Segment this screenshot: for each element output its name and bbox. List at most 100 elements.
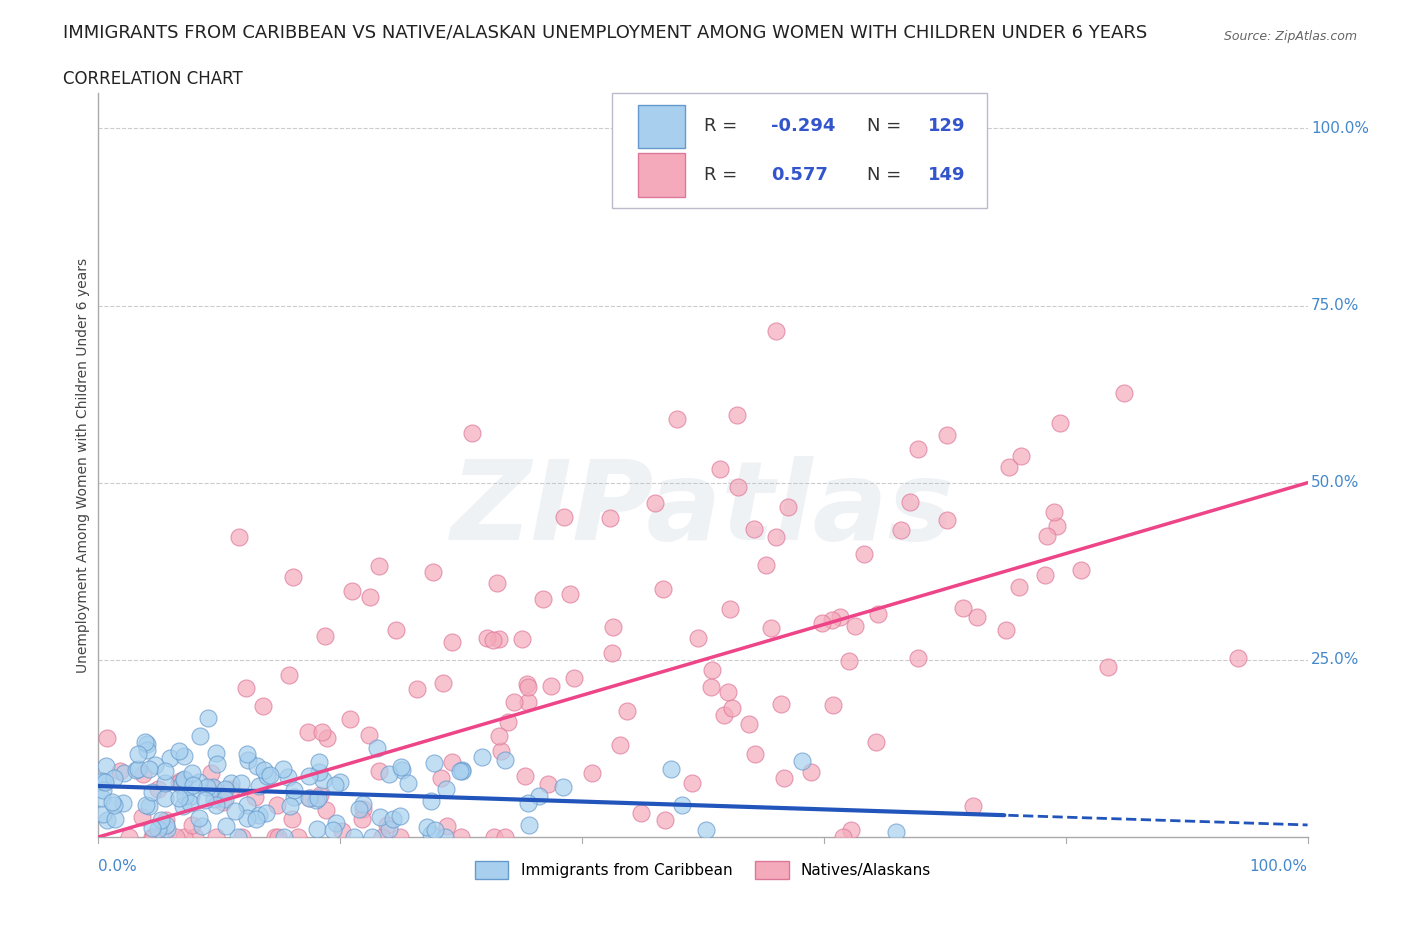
Point bbox=[423, 823, 446, 838]
Point bbox=[776, 499, 799, 514]
Point bbox=[235, 681, 257, 696]
Point bbox=[125, 763, 148, 777]
Point bbox=[419, 826, 441, 841]
Point bbox=[180, 789, 202, 804]
Point bbox=[844, 619, 866, 634]
Point bbox=[311, 772, 333, 787]
Point bbox=[537, 777, 560, 791]
Point bbox=[278, 668, 301, 683]
Point bbox=[315, 802, 337, 817]
Point bbox=[173, 749, 195, 764]
Point bbox=[149, 812, 172, 827]
Point bbox=[96, 758, 118, 773]
Point bbox=[247, 778, 270, 793]
Point bbox=[519, 817, 541, 832]
Point bbox=[187, 811, 209, 826]
Point bbox=[224, 804, 246, 818]
Text: 0.0%: 0.0% bbox=[98, 859, 138, 874]
Point bbox=[142, 830, 165, 844]
Point bbox=[1036, 529, 1059, 544]
Point bbox=[378, 821, 401, 836]
Text: N =: N = bbox=[868, 166, 907, 184]
Point bbox=[273, 830, 295, 844]
Point bbox=[315, 731, 337, 746]
Point bbox=[153, 790, 176, 805]
Point bbox=[287, 830, 309, 844]
Point bbox=[146, 821, 169, 836]
Point bbox=[283, 570, 305, 585]
Point bbox=[229, 776, 252, 790]
Point bbox=[738, 717, 761, 732]
Point bbox=[790, 753, 813, 768]
Point bbox=[482, 632, 505, 647]
Point bbox=[141, 785, 163, 800]
Point bbox=[907, 650, 929, 665]
Point bbox=[396, 776, 419, 790]
Point bbox=[202, 779, 225, 794]
Point bbox=[952, 601, 974, 616]
Point bbox=[384, 622, 406, 637]
Point bbox=[997, 459, 1019, 474]
Text: 50.0%: 50.0% bbox=[1312, 475, 1360, 490]
Point bbox=[531, 592, 554, 607]
Point bbox=[800, 764, 823, 779]
Point bbox=[599, 511, 621, 525]
Point bbox=[510, 631, 533, 646]
Point bbox=[101, 795, 124, 810]
Point bbox=[359, 590, 381, 604]
Point bbox=[491, 743, 513, 758]
Point bbox=[389, 808, 412, 823]
Point bbox=[339, 711, 361, 726]
Point bbox=[560, 587, 582, 602]
Text: 100.0%: 100.0% bbox=[1312, 121, 1369, 136]
Point bbox=[821, 613, 844, 628]
Point bbox=[935, 428, 957, 443]
Point bbox=[378, 766, 401, 781]
Point bbox=[167, 776, 190, 790]
Point bbox=[214, 781, 236, 796]
Point bbox=[423, 756, 446, 771]
Point bbox=[247, 808, 270, 823]
Point bbox=[865, 735, 887, 750]
Point bbox=[187, 774, 209, 789]
Point bbox=[709, 462, 731, 477]
Point bbox=[366, 740, 388, 755]
Point bbox=[1227, 650, 1250, 665]
Point bbox=[765, 324, 787, 339]
Point bbox=[1112, 386, 1135, 401]
Point bbox=[962, 799, 984, 814]
Point bbox=[494, 830, 516, 844]
Point bbox=[436, 818, 458, 833]
Point bbox=[352, 796, 374, 811]
Point bbox=[471, 750, 494, 764]
Point bbox=[440, 634, 463, 649]
Point bbox=[361, 830, 384, 844]
Point bbox=[340, 584, 363, 599]
Point bbox=[283, 790, 305, 804]
Point bbox=[482, 830, 505, 844]
Point bbox=[368, 764, 391, 778]
Point bbox=[581, 765, 603, 780]
Point bbox=[727, 407, 749, 422]
Point bbox=[551, 780, 574, 795]
Point bbox=[330, 824, 353, 839]
Point bbox=[103, 798, 125, 813]
Text: Source: ZipAtlas.com: Source: ZipAtlas.com bbox=[1223, 30, 1357, 43]
Point bbox=[228, 529, 250, 544]
Point bbox=[488, 728, 510, 743]
Point bbox=[197, 711, 219, 725]
Point bbox=[441, 755, 464, 770]
Point bbox=[254, 805, 277, 820]
Point bbox=[686, 631, 709, 645]
Point bbox=[609, 737, 631, 752]
Point bbox=[389, 830, 412, 844]
Point bbox=[298, 769, 321, 784]
Point bbox=[671, 798, 693, 813]
Point bbox=[267, 830, 290, 844]
Point bbox=[91, 807, 114, 822]
Point bbox=[159, 751, 181, 765]
Point bbox=[219, 776, 242, 790]
Point bbox=[118, 830, 141, 844]
Point bbox=[167, 744, 190, 759]
Point bbox=[420, 793, 443, 808]
